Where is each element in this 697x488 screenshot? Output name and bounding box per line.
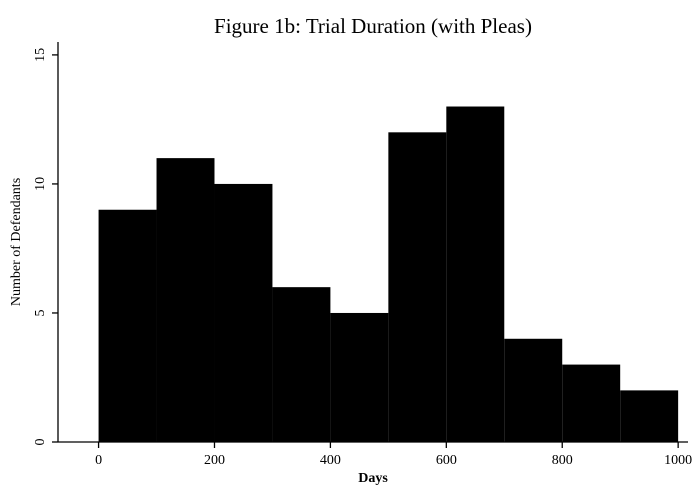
y-axis-label: Number of Defendants (9, 178, 24, 306)
bar (620, 390, 679, 442)
bar (214, 183, 273, 442)
bar (388, 132, 447, 443)
x-tick-label: 600 (436, 453, 457, 468)
chart-title: Figure 1b: Trial Duration (with Pleas) (214, 14, 532, 38)
bar (156, 158, 215, 442)
x-tick-label: 1000 (664, 453, 692, 468)
y-tick-label: 5 (33, 309, 48, 316)
bar (272, 287, 331, 442)
y-tick-label: 15 (33, 48, 48, 62)
bar (446, 106, 505, 443)
y-tick-label: 10 (33, 177, 48, 191)
x-tick-label: 200 (204, 453, 225, 468)
bar (504, 338, 563, 442)
y-tick-label: 0 (33, 439, 48, 446)
x-tick-label: 0 (95, 453, 102, 468)
bar (98, 209, 157, 442)
x-tick-label: 800 (552, 453, 573, 468)
bar (562, 364, 621, 442)
bar (330, 312, 389, 442)
x-tick-label: 400 (320, 453, 341, 468)
x-axis-label: Days (358, 471, 388, 486)
